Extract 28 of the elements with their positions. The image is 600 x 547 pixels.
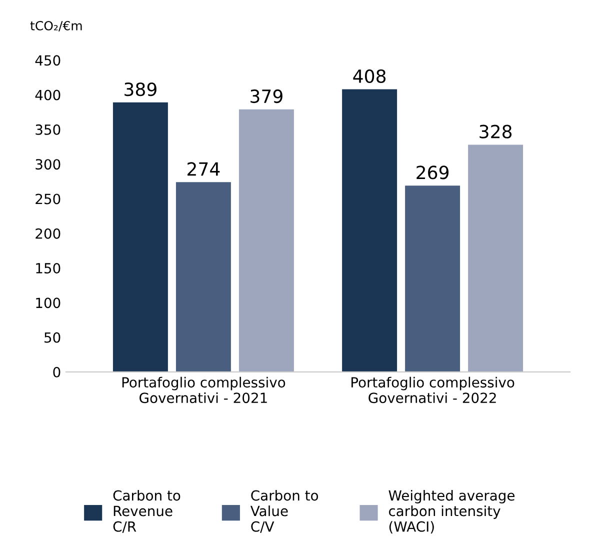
y-tick-label: 100 <box>36 298 60 308</box>
bar <box>405 186 460 372</box>
bar <box>342 89 398 372</box>
legend-label: Weighted average carbon intensity (WACI) <box>388 490 514 534</box>
data-label: 379 <box>250 89 282 104</box>
y-tick-label: 200 <box>36 228 60 239</box>
bar <box>176 182 231 372</box>
data-label: 274 <box>188 162 220 176</box>
bar <box>238 109 294 372</box>
y-tick-label: 0 <box>53 366 60 378</box>
data-label: 328 <box>480 124 512 138</box>
data-label: 269 <box>416 166 449 180</box>
data-label: 389 <box>124 82 156 96</box>
x-tick-label: Portafoglio complessivo Governativi - 2022 <box>352 376 514 404</box>
y-tick-label: 350 <box>36 124 60 135</box>
y-tick-label: 50 <box>44 332 60 343</box>
bar <box>112 102 168 372</box>
x-tick-label: Portafoglio complessivo Governativi - 2021 <box>122 376 286 404</box>
data-label: 408 <box>353 69 386 83</box>
bar <box>468 144 524 372</box>
y-tick-label: 150 <box>36 263 60 274</box>
legend-label: Carbon to Revenue C/R <box>113 490 180 533</box>
legend-label: Carbon to Value C/V <box>250 490 318 533</box>
y-tick-label: 250 <box>36 194 60 204</box>
y-tick-label: 400 <box>35 90 60 100</box>
y-tick-label: 450 <box>35 55 60 66</box>
y-axis-title: tCO₂/€m <box>30 20 82 32</box>
y-tick-label: 300 <box>36 159 60 170</box>
